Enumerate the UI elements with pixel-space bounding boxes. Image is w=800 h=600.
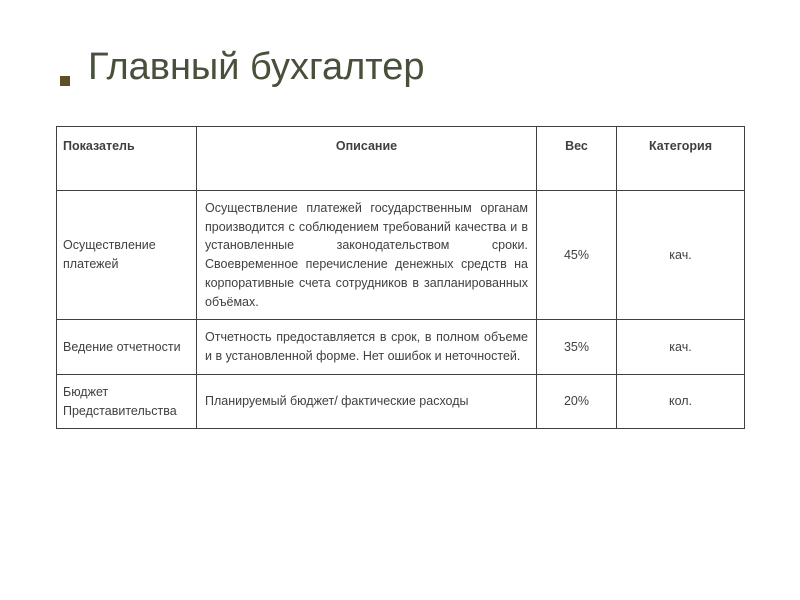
- col-weight: Вес: [537, 127, 617, 191]
- cell-category: кач.: [617, 190, 745, 320]
- table-row: Бюджет Представительства Планируемый бюд…: [57, 374, 745, 429]
- cell-weight: 20%: [537, 374, 617, 429]
- table-row: Ведение отчетности Отчетность предоставл…: [57, 320, 745, 375]
- col-description: Описание: [197, 127, 537, 191]
- kpi-table-wrap: Показатель Описание Вес Категория Осущес…: [56, 126, 744, 429]
- cell-indicator: Осуществление платежей: [57, 190, 197, 320]
- col-category: Категория: [617, 127, 745, 191]
- cell-category: кол.: [617, 374, 745, 429]
- cell-description: Осуществление платежей государственным о…: [197, 190, 537, 320]
- cell-weight: 45%: [537, 190, 617, 320]
- cell-description: Отчетность предоставляется в срок, в пол…: [197, 320, 537, 375]
- cell-weight: 35%: [537, 320, 617, 375]
- cell-description: Планируемый бюджет/ фактические расходы: [197, 374, 537, 429]
- slide: Главный бухгалтер Показатель Описание Ве…: [0, 0, 800, 600]
- table-header-row: Показатель Описание Вес Категория: [57, 127, 745, 191]
- cell-indicator: Ведение отчетности: [57, 320, 197, 375]
- cell-indicator: Бюджет Представительства: [57, 374, 197, 429]
- title-bullet-icon: [60, 76, 70, 86]
- col-indicator: Показатель: [57, 127, 197, 191]
- cell-category: кач.: [617, 320, 745, 375]
- kpi-table: Показатель Описание Вес Категория Осущес…: [56, 126, 745, 429]
- table-row: Осуществление платежей Осуществление пла…: [57, 190, 745, 320]
- slide-title: Главный бухгалтер: [88, 46, 425, 89]
